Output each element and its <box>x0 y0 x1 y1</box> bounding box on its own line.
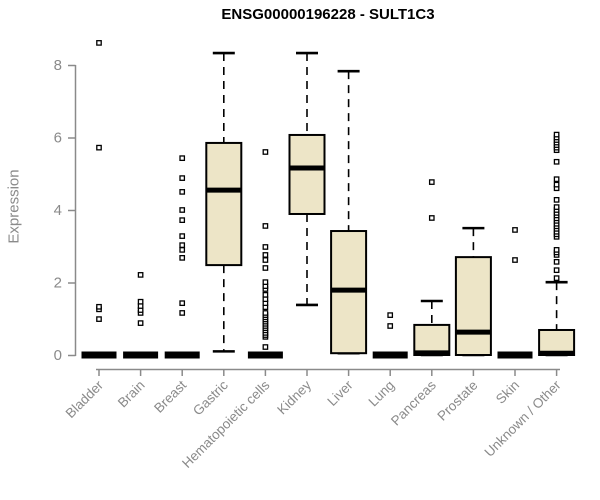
y-tick-label: 6 <box>54 130 62 147</box>
y-tick-label: 0 <box>54 347 62 364</box>
outlier-point <box>179 189 186 195</box>
x-tick-label: Kidney <box>274 377 314 417</box>
y-tick-label: 2 <box>54 275 62 292</box>
outlier-point <box>262 149 269 155</box>
x-tick-label: Unknown / Other <box>481 377 564 460</box>
outlier-point <box>553 267 560 274</box>
outlier-point <box>137 272 144 278</box>
y-tick-label: 4 <box>54 202 62 219</box>
outlier-point <box>179 175 186 181</box>
flat-box-hematopoietic-cells <box>247 351 283 359</box>
box-kidney <box>288 133 326 215</box>
outlier-point <box>179 233 186 239</box>
x-tick-label: Pancreas <box>388 377 439 428</box>
box-pancreas <box>413 323 451 357</box>
flat-box-lung <box>372 351 408 359</box>
outlier-point <box>262 279 269 285</box>
outlier-point <box>96 144 102 151</box>
x-tick-label: Lung <box>365 378 397 410</box>
outlier-point <box>137 298 144 305</box>
x-tick-label: Brain <box>115 378 148 411</box>
flat-box-bladder <box>81 351 117 359</box>
box-gastric <box>205 141 243 267</box>
outlier-point <box>553 258 560 265</box>
y-tick-label: 8 <box>54 57 62 74</box>
outlier-point <box>179 310 186 316</box>
outlier-point <box>179 247 186 253</box>
box-prostate <box>454 256 492 356</box>
outlier-point <box>387 312 394 318</box>
outlier-point <box>262 244 269 250</box>
outlier-point <box>428 215 435 221</box>
outlier-point <box>512 227 518 233</box>
x-tick-label: Liver <box>324 377 356 409</box>
outlier-point <box>179 155 186 162</box>
outlier-point <box>179 207 186 213</box>
flat-box-skin <box>497 351 533 359</box>
outlier-point <box>262 265 269 271</box>
flat-box-brain <box>123 351 159 359</box>
outlier-point <box>96 303 102 310</box>
chart-title: ENSG00000196228 - SULT1C3 <box>221 6 435 23</box>
x-tick-label: Prostate <box>434 378 480 424</box>
outlier-point <box>262 291 269 298</box>
outlier-point <box>96 316 102 322</box>
flat-box-breast <box>164 351 200 359</box>
outlier-point <box>553 131 560 138</box>
outlier-point <box>553 275 560 282</box>
outlier-point <box>262 344 269 350</box>
outlier-point <box>553 196 560 203</box>
outlier-point <box>179 300 186 307</box>
outlier-point <box>553 204 560 210</box>
outlier-point <box>137 320 144 326</box>
outlier-point <box>262 223 269 229</box>
outlier-point <box>553 176 560 183</box>
x-tick-label: Bladder <box>63 377 107 421</box>
outlier-point <box>512 257 518 263</box>
outlier-point <box>262 252 269 258</box>
outlier-point <box>96 40 102 46</box>
outlier-point <box>262 257 269 263</box>
x-tick-label: Skin <box>493 378 522 407</box>
outlier-point <box>553 247 560 253</box>
x-tick-label: Gastric <box>190 377 231 418</box>
outlier-point <box>428 179 435 185</box>
outlier-point <box>553 158 560 165</box>
outlier-point <box>262 310 269 316</box>
outlier-point <box>179 254 186 261</box>
outlier-point <box>553 181 560 188</box>
x-tick-label: Breast <box>151 377 189 415</box>
outlier-point <box>179 217 186 223</box>
outlier-point <box>179 242 186 249</box>
outlier-point <box>387 323 394 329</box>
